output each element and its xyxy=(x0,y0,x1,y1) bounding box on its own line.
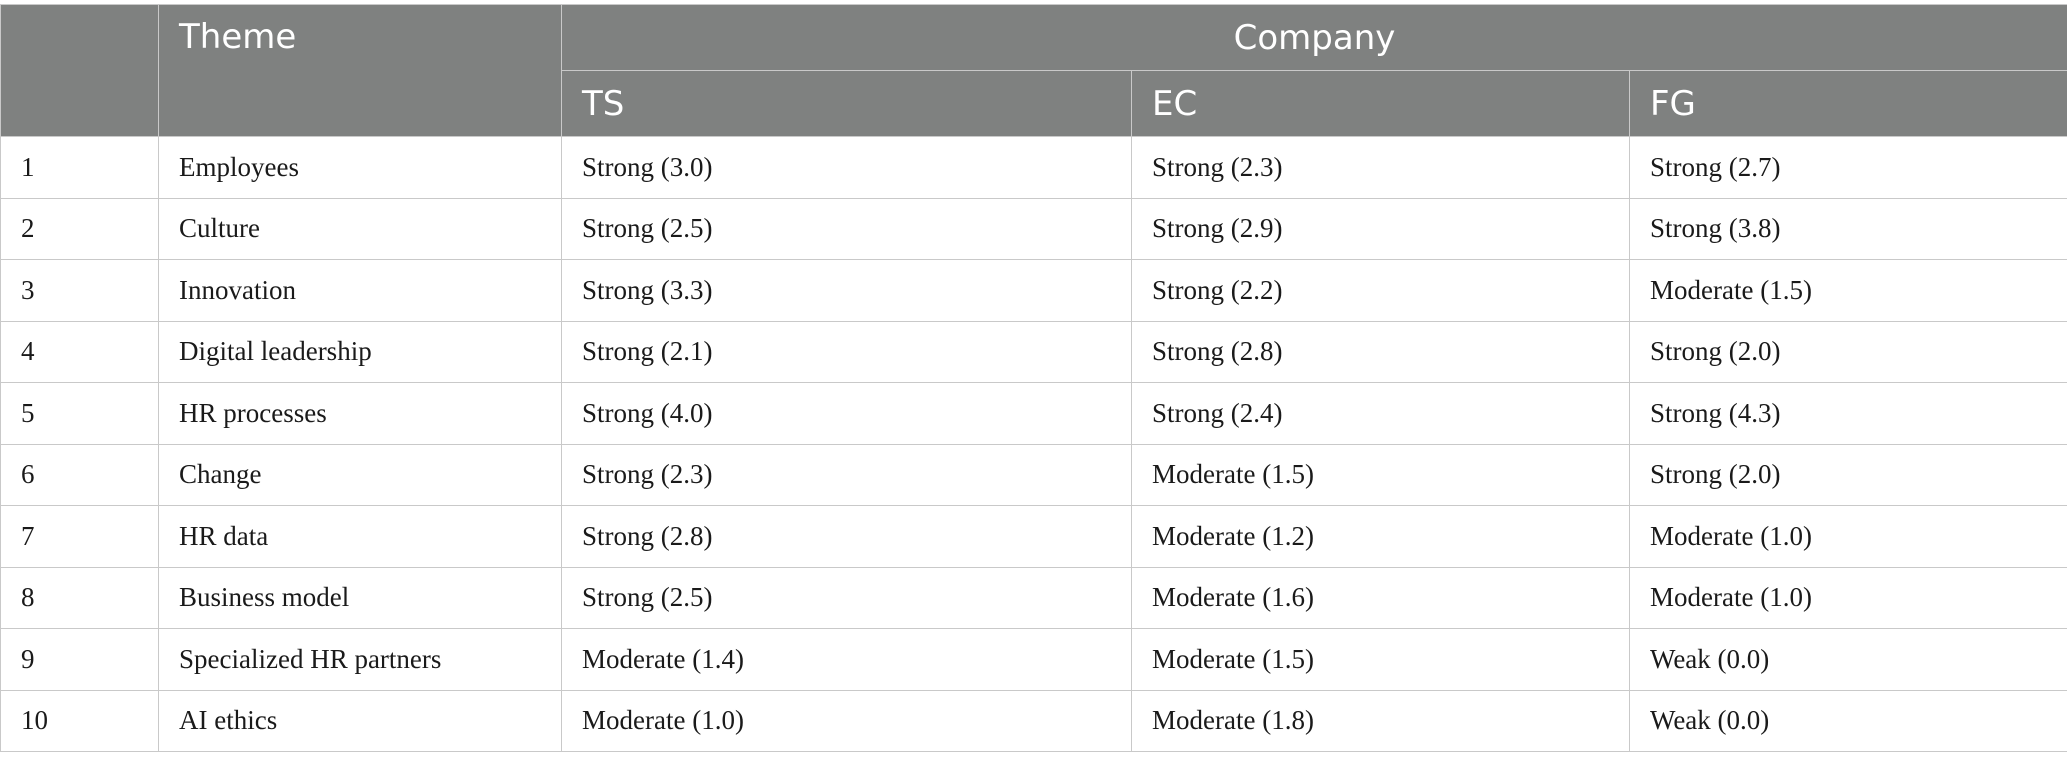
ts-rating-cell: Moderate (1.0) xyxy=(561,689,1132,752)
table-header: Theme Company TS EC FG xyxy=(0,4,2067,137)
theme-cell: Employees xyxy=(158,136,562,199)
fg-rating-cell: Moderate (1.0) xyxy=(1629,566,2067,629)
ec-rating-cell: Moderate (1.8) xyxy=(1131,689,1630,752)
table-row: 1 Employees Strong (3.0) Strong (2.3) Strong… xyxy=(0,136,2067,199)
row-number: 4 xyxy=(0,320,159,383)
fg-rating-cell: Moderate (1.5) xyxy=(1629,259,2067,322)
row-number: 8 xyxy=(0,566,159,629)
ec-rating-cell: Moderate (1.6) xyxy=(1131,566,1630,629)
table-body: 1 Employees Strong (3.0) Strong (2.3) Strong… xyxy=(0,136,2067,752)
themes-table: Theme Company TS EC FG 1 Employees Strong … xyxy=(0,4,2067,752)
table-row: 10 AI ethics Moderate (1.0) Moderate (1.8) W… xyxy=(0,689,2067,752)
ts-rating-cell: Strong (3.3) xyxy=(561,259,1132,322)
theme-cell: Business model xyxy=(158,566,562,629)
ts-rating-cell: Strong (4.0) xyxy=(561,382,1132,445)
row-number: 7 xyxy=(0,505,159,568)
table-row: 5 HR processes Strong (4.0) Strong (2.4) Str… xyxy=(0,382,2067,445)
ts-rating-cell: Moderate (1.4) xyxy=(561,628,1132,691)
table-row: 3 Innovation Strong (3.3) Strong (2.2) Moder… xyxy=(0,259,2067,322)
theme-cell: Digital leadership xyxy=(158,320,562,383)
ec-rating-cell: Strong (2.3) xyxy=(1131,136,1630,199)
table-row: 9 Specialized HR partners Moderate (1.4) Mo… xyxy=(0,628,2067,691)
theme-cell: AI ethics xyxy=(158,689,562,752)
ec-rating-cell: Strong (2.8) xyxy=(1131,320,1630,383)
fg-rating-cell: Strong (2.0) xyxy=(1629,443,2067,506)
ts-rating-cell: Strong (2.3) xyxy=(561,443,1132,506)
ec-rating-cell: Moderate (1.2) xyxy=(1131,505,1630,568)
theme-cell: HR processes xyxy=(158,382,562,445)
ts-rating-cell: Strong (2.8) xyxy=(561,505,1132,568)
header-company: Company xyxy=(561,4,2067,71)
ec-rating-cell: Moderate (1.5) xyxy=(1131,628,1630,691)
table-row: 8 Business model Strong (2.5) Moderate (1.6… xyxy=(0,566,2067,629)
row-number: 5 xyxy=(0,382,159,445)
ec-rating-cell: Strong (2.4) xyxy=(1131,382,1630,445)
fg-rating-cell: Weak (0.0) xyxy=(1629,689,2067,752)
table-row: 7 HR data Strong (2.8) Moderate (1.2) Modera… xyxy=(0,505,2067,568)
ts-rating-cell: Strong (3.0) xyxy=(561,136,1132,199)
ec-rating-cell: Moderate (1.5) xyxy=(1131,443,1630,506)
fg-rating-cell: Strong (4.3) xyxy=(1629,382,2067,445)
theme-cell: Specialized HR partners xyxy=(158,628,562,691)
theme-cell: HR data xyxy=(158,505,562,568)
header-row-top: Theme Company xyxy=(0,4,2067,137)
row-number: 6 xyxy=(0,443,159,506)
ec-rating-cell: Strong (2.9) xyxy=(1131,197,1630,260)
ec-rating-cell: Strong (2.2) xyxy=(1131,259,1630,322)
header-row-companies: TS EC FG xyxy=(1,70,2067,137)
row-number: 9 xyxy=(0,628,159,691)
fg-rating-cell: Moderate (1.0) xyxy=(1629,505,2067,568)
fg-rating-cell: Strong (3.8) xyxy=(1629,197,2067,260)
ts-rating-cell: Strong (2.1) xyxy=(561,320,1132,383)
header-theme: Theme xyxy=(158,4,562,137)
table-row: 6 Change Strong (2.3) Moderate (1.5) Strong … xyxy=(0,443,2067,506)
ts-rating-cell: Strong (2.5) xyxy=(561,197,1132,260)
header-number-column xyxy=(0,4,159,137)
header-company-ec: EC xyxy=(1131,70,1630,137)
fg-rating-cell: Weak (0.0) xyxy=(1629,628,2067,691)
theme-cell: Culture xyxy=(158,197,562,260)
row-number: 10 xyxy=(0,689,159,752)
row-number: 3 xyxy=(0,259,159,322)
theme-cell: Innovation xyxy=(158,259,562,322)
header-company-fg: FG xyxy=(1629,70,2067,137)
fg-rating-cell: Strong (2.0) xyxy=(1629,320,2067,383)
ts-rating-cell: Strong (2.5) xyxy=(561,566,1132,629)
fg-rating-cell: Strong (2.7) xyxy=(1629,136,2067,199)
table-row: 2 Culture Strong (2.5) Strong (2.9) Strong (… xyxy=(0,197,2067,260)
row-number: 2 xyxy=(0,197,159,260)
theme-cell: Change xyxy=(158,443,562,506)
header-company-ts: TS xyxy=(561,70,1132,137)
table-row: 4 Digital leadership Strong (2.1) Strong (2… xyxy=(0,320,2067,383)
row-number: 1 xyxy=(0,136,159,199)
